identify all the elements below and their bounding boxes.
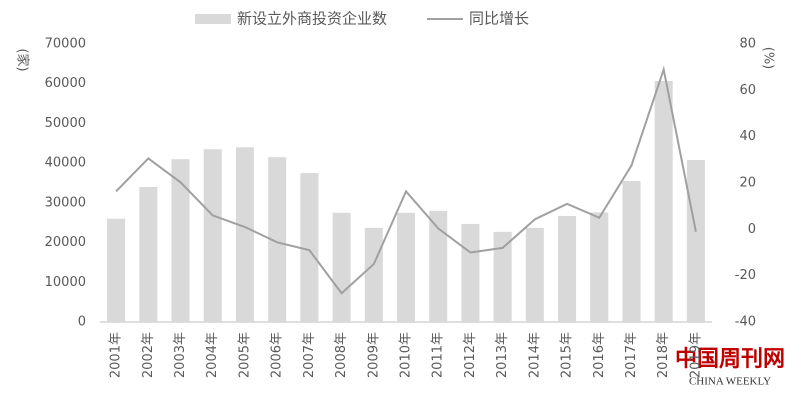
x-tick-label: 2010年	[399, 332, 414, 378]
x-tick-label: 2017年	[624, 332, 639, 378]
bar	[107, 218, 126, 322]
bar	[493, 231, 512, 322]
x-tick-label: 2001年	[109, 332, 124, 378]
x-tick-label: 2008年	[334, 332, 349, 378]
bar	[332, 212, 351, 322]
y-tick-label: 40000	[45, 156, 86, 171]
x-tick-label: 2012年	[463, 332, 478, 378]
bar	[461, 223, 480, 322]
x-tick-label: 2002年	[141, 332, 156, 378]
y2-tick-label: 80	[739, 37, 756, 52]
y2-tick-label: 0	[748, 222, 756, 237]
x-tick-label: 2009年	[366, 332, 381, 378]
y-tick-label: 0	[78, 315, 86, 330]
x-tick-label: 2013年	[495, 332, 510, 378]
x-tick-label: 2011年	[431, 332, 446, 378]
y2-tick-label: 40	[739, 129, 756, 144]
x-tick-label: 2004年	[205, 332, 220, 378]
bar	[300, 173, 319, 322]
watermark-title: 中国周刊网	[675, 346, 785, 372]
x-tick-label: 2006年	[270, 332, 285, 378]
x-tick-label: 2015年	[560, 332, 575, 378]
x-tick-label: 2018年	[656, 332, 671, 378]
bar	[139, 186, 158, 322]
bar	[171, 159, 190, 322]
bar	[235, 147, 254, 322]
legend-label: 新设立外商投资企业数	[237, 10, 387, 28]
y2-tick-label: -40	[735, 315, 756, 330]
x-tick-label: 2003年	[173, 332, 188, 378]
x-tick-label: 2007年	[302, 332, 317, 378]
bar	[686, 159, 705, 322]
line	[115, 65, 697, 295]
bar	[364, 227, 383, 322]
x-tick-label: 2005年	[237, 332, 252, 378]
y-tick-label: 20000	[45, 235, 86, 250]
bar	[429, 210, 448, 322]
x-tick-label: 2019年	[688, 332, 703, 378]
bar	[268, 157, 287, 322]
bar	[654, 80, 673, 322]
x-tick-label: 2016年	[592, 332, 607, 378]
legend-label: 同比增长	[469, 10, 529, 28]
legend-swatch	[195, 14, 231, 24]
bar	[590, 212, 609, 322]
y-axis-label: (家)	[15, 48, 31, 71]
y-tick-label: 70000	[45, 37, 86, 52]
bar	[525, 227, 544, 322]
y2-tick-label: 20	[739, 176, 756, 191]
bar	[558, 215, 577, 322]
y2-axis-label: (%)	[761, 47, 776, 70]
y-tick-label: 60000	[45, 76, 86, 91]
y2-tick-label: -20	[735, 268, 756, 283]
bar	[396, 212, 416, 322]
y-tick-label: 30000	[45, 195, 86, 210]
y-tick-label: 50000	[45, 116, 86, 131]
bar	[622, 181, 641, 322]
watermark-subtitle: CHINA WEEKLY	[689, 376, 771, 388]
x-tick-label: 2014年	[527, 332, 542, 378]
bar	[203, 149, 222, 322]
y-tick-label: 10000	[45, 275, 86, 290]
y2-tick-label: 60	[739, 83, 756, 98]
